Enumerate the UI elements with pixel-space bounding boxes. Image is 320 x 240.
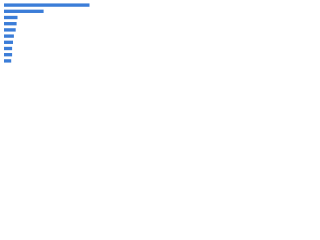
bar bbox=[4, 53, 13, 57]
page: {"chart_data": {"type": "bar", "orientat… bbox=[0, 0, 100, 71]
bar bbox=[4, 15, 18, 20]
bar bbox=[4, 59, 12, 63]
bar bbox=[4, 3, 90, 7]
bar bbox=[4, 28, 16, 32]
bar bbox=[4, 34, 14, 38]
chart bbox=[4, 3, 90, 63]
bar bbox=[4, 46, 13, 51]
bar bbox=[4, 9, 44, 13]
bar bbox=[4, 22, 17, 26]
bar bbox=[4, 40, 13, 44]
